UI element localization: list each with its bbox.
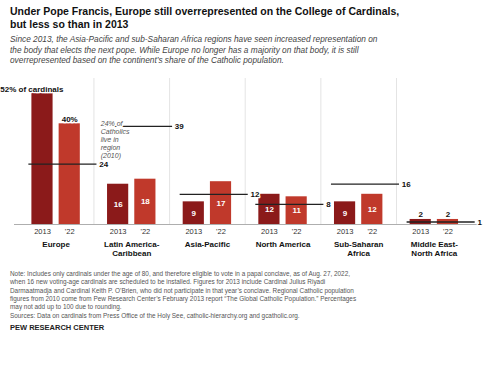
svg-text:12: 12 bbox=[251, 190, 260, 199]
svg-text:9: 9 bbox=[343, 209, 348, 218]
svg-text:2013: 2013 bbox=[412, 227, 429, 236]
svg-text:16: 16 bbox=[402, 180, 411, 189]
svg-text:12: 12 bbox=[368, 205, 377, 214]
svg-text:39: 39 bbox=[175, 122, 184, 131]
svg-text:North America: North America bbox=[256, 240, 311, 249]
svg-text:Asia-Pacific: Asia-Pacific bbox=[185, 240, 231, 249]
svg-text:52% of cardinals: 52% of cardinals bbox=[0, 85, 64, 94]
svg-text:24: 24 bbox=[99, 160, 108, 169]
svg-text:'22: '22 bbox=[367, 227, 377, 236]
svg-text:12: 12 bbox=[265, 205, 274, 214]
svg-text:2013: 2013 bbox=[261, 227, 278, 236]
svg-text:8: 8 bbox=[326, 200, 331, 209]
svg-text:24% ofCatholicslive inregion(2: 24% ofCatholicslive inregion(2010) bbox=[100, 120, 130, 160]
html-text:Under Pope Francis, Europe sti: Under Pope Francis, Europe still overrep… bbox=[10, 5, 400, 31]
svg-text:Europe: Europe bbox=[42, 240, 70, 249]
svg-text:40%: 40% bbox=[62, 115, 78, 124]
svg-text:'22: '22 bbox=[216, 227, 226, 236]
svg-text:'22: '22 bbox=[292, 227, 302, 236]
html-text:Since 2013, the Asia-Pacific a: Since 2013, the Asia-Pacific and sub-Sah… bbox=[10, 34, 378, 66]
html-text:Note: Includes only cardinals: Note: Includes only cardinals under the … bbox=[10, 270, 357, 319]
svg-text:'22: '22 bbox=[140, 227, 150, 236]
svg-text:'22: '22 bbox=[443, 227, 453, 236]
svg-text:2013: 2013 bbox=[110, 227, 127, 236]
svg-text:2013: 2013 bbox=[185, 227, 202, 236]
svg-text:9: 9 bbox=[192, 209, 197, 218]
svg-text:11: 11 bbox=[292, 206, 301, 215]
svg-text:16: 16 bbox=[114, 200, 123, 209]
svg-text:2013: 2013 bbox=[34, 227, 51, 236]
svg-text:Sub-SaharanAfrica: Sub-SaharanAfrica bbox=[334, 240, 383, 258]
svg-text:17: 17 bbox=[217, 199, 226, 208]
svg-text:2013: 2013 bbox=[337, 227, 354, 236]
svg-text:18: 18 bbox=[141, 197, 150, 206]
svg-text:2: 2 bbox=[446, 211, 451, 220]
svg-text:'22: '22 bbox=[65, 227, 75, 236]
svg-text:1: 1 bbox=[477, 218, 482, 227]
svg-text:2: 2 bbox=[418, 211, 423, 220]
html-text:PEW RESEARCH CENTER: PEW RESEARCH CENTER bbox=[10, 323, 105, 332]
svg-text:Latin America-Caribbean: Latin America-Caribbean bbox=[104, 240, 160, 258]
svg-text:Middle East-North Africa: Middle East-North Africa bbox=[411, 240, 458, 258]
